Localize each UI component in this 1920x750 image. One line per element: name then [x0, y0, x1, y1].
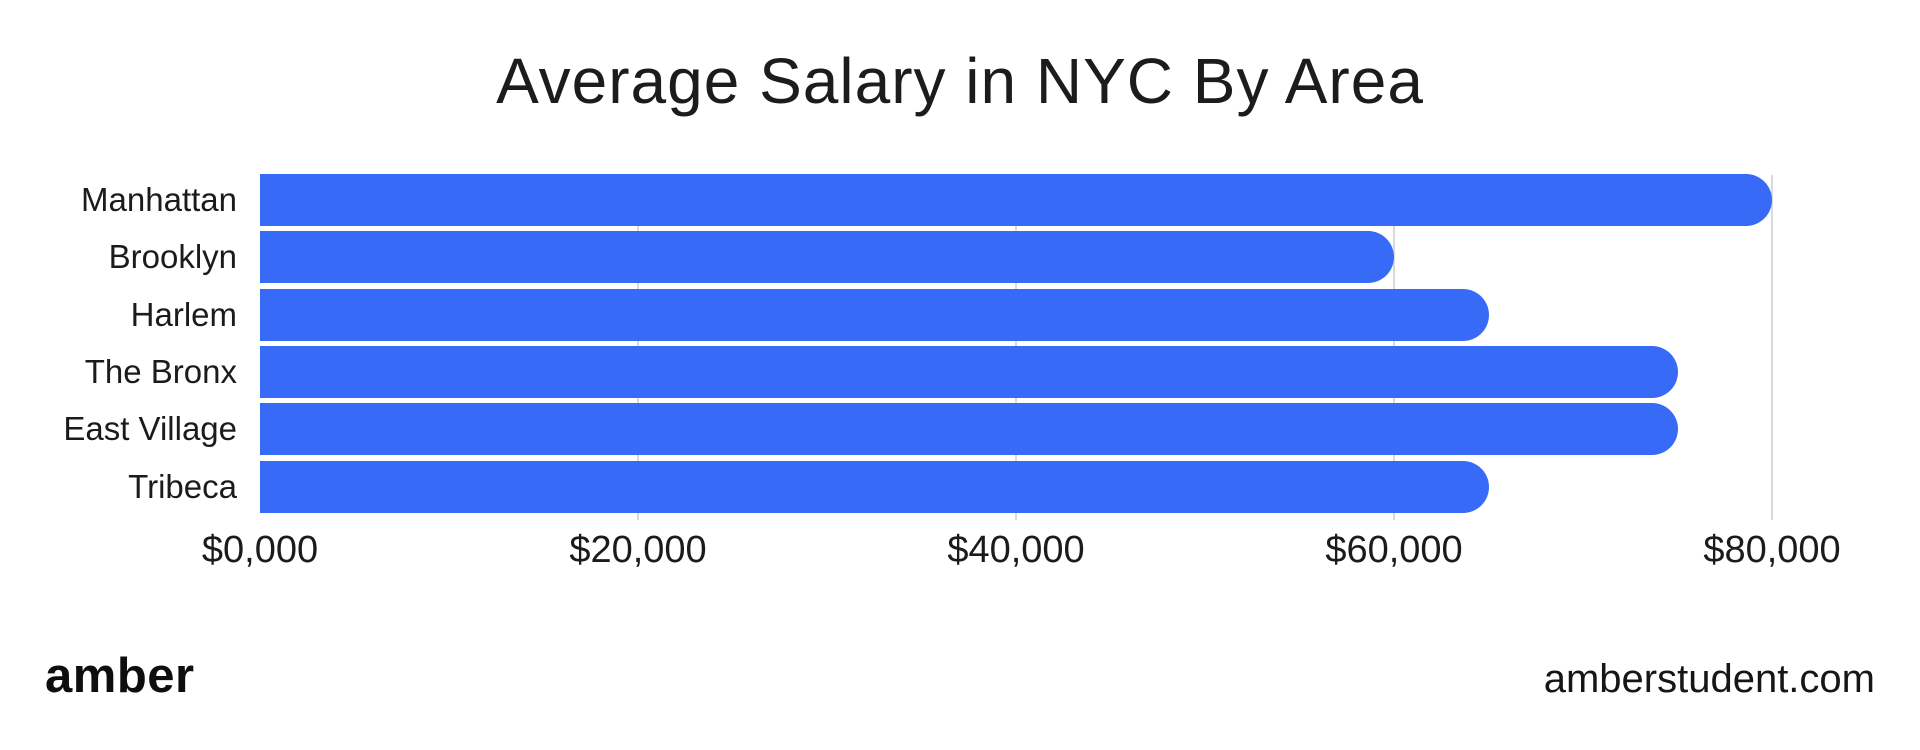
bar-row-brooklyn: Brooklyn [109, 231, 1772, 284]
gridline-$80,000 [1771, 175, 1773, 520]
bar-row-harlem: Harlem [131, 288, 1772, 341]
category-label-manhattan: Manhattan [81, 181, 237, 218]
x-tick-label-$80,000: $80,000 [1703, 529, 1841, 571]
website-url: amberstudent.com [1543, 657, 1875, 701]
bar-row-the-bronx: The Bronx [85, 345, 1772, 398]
bar-row-east-village: East Village [63, 403, 1772, 456]
category-label-brooklyn: Brooklyn [108, 238, 237, 276]
amber-brand-logo: amber [45, 649, 195, 703]
bar-manhattan [260, 174, 1772, 226]
category-label-east-village: East Village [63, 410, 237, 448]
bar-east-village [260, 403, 1678, 456]
bar-row-manhattan: Manhattan [81, 174, 1772, 226]
x-tick-label-$60,000: $60,000 [1325, 529, 1463, 571]
x-tick-label-$20,000: $20,000 [569, 529, 707, 571]
footer: amber amberstudent.com [0, 648, 1920, 704]
bar-brooklyn [260, 231, 1394, 284]
x-tick-label-$0,000: $0,000 [201, 529, 319, 571]
category-label-the-bronx: The Bronx [84, 352, 237, 390]
bar-tribeca [260, 460, 1489, 513]
bar-harlem [260, 288, 1489, 341]
x-tick-label-$40,000: $40,000 [947, 529, 1085, 571]
category-label-harlem: Harlem [130, 295, 237, 333]
bar-the-bronx [260, 345, 1678, 398]
bar-chart-plot-area: Manhattan Brooklyn Harlem The Bronx East Vil… [63, 174, 1841, 571]
chart-title: Average Salary in NYC By Area [496, 45, 1424, 117]
category-label-tribeca: Tribeca [128, 467, 237, 505]
x-axis: $0,000 $20,000 $40,000 $60,000 $80,000 [202, 526, 1841, 574]
bar-row-tribeca: Tribeca [128, 460, 1772, 513]
